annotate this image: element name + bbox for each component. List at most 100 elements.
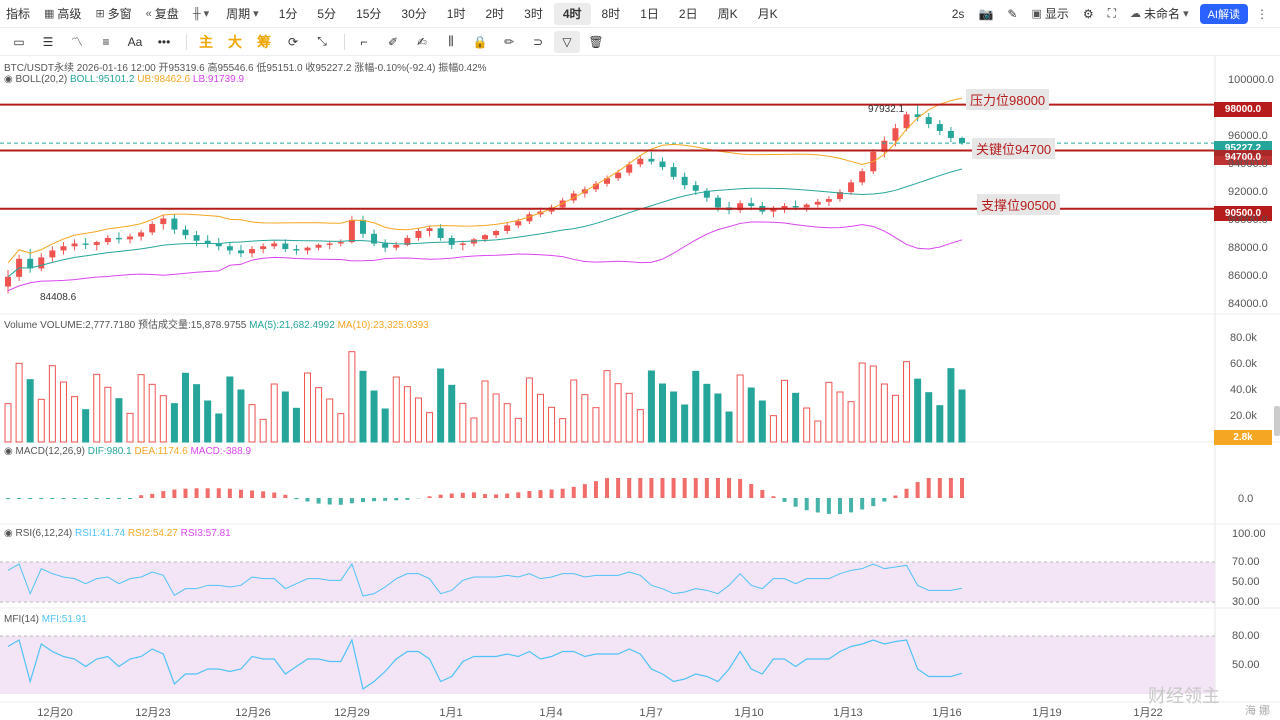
measure-icon[interactable]: ⤡ [317, 34, 327, 48]
volume-bar [814, 420, 822, 443]
chips-button[interactable]: 筹 [257, 33, 271, 50]
volume-bar [4, 403, 12, 443]
crop-icon[interactable]: ⌐ [360, 34, 368, 49]
chart-area[interactable]: BTC/USDT永续 2026-01-16 12:00 开95319.6 高95… [0, 56, 1280, 720]
timeframe-8[interactable]: 8时 [601, 7, 621, 21]
candle-body [448, 237, 455, 245]
macd-bar [704, 478, 709, 498]
resistance-label[interactable]: 压力位98000 [966, 89, 1050, 110]
pen-icon[interactable]: ✎ [1007, 6, 1018, 21]
macd-bar [760, 490, 765, 498]
sync-icon[interactable]: ⟳ [287, 34, 299, 49]
macd-bar [960, 478, 964, 498]
lines-icon[interactable]: ☰ [42, 34, 54, 49]
settings-icon[interactable]: ⚙ [1082, 6, 1094, 21]
candle-body [149, 224, 156, 233]
price-axis-label: 90000.0 [1228, 214, 1268, 226]
more-icon[interactable]: ⋮ [1256, 6, 1268, 21]
macd-bar [849, 498, 854, 513]
candle-body [959, 137, 965, 144]
candle-body [38, 257, 45, 269]
chart-type-button[interactable]: ╫ ▾ [187, 3, 218, 25]
eye-icon[interactable]: ◉ [4, 74, 13, 85]
volume-ma5: MA(5):21,682.4992 [249, 320, 335, 331]
macd-bar [749, 484, 754, 498]
timeframe-10[interactable]: 2日 [678, 7, 698, 21]
interval-2s-button[interactable]: 2s [951, 6, 965, 21]
big-order-button[interactable]: 大 [228, 33, 242, 50]
timeframe-9[interactable]: 1日 [640, 7, 659, 21]
macd-bar [738, 478, 743, 498]
candle-body [404, 237, 411, 245]
rsi-band [0, 562, 1215, 602]
multi-window-button[interactable]: ⊞ 多窗 [89, 3, 137, 25]
timeframe-6[interactable]: 3时 [524, 7, 543, 21]
main-force-button[interactable]: 主 [199, 33, 213, 50]
timeframe-3[interactable]: 30分 [401, 7, 427, 21]
candles-icon[interactable]: ⫼ [448, 34, 454, 48]
brush-icon[interactable]: ✐ [387, 34, 399, 49]
scrollbar[interactable] [1274, 406, 1280, 436]
macd-bar [449, 493, 454, 498]
timeframe-1[interactable]: 5分 [317, 7, 337, 21]
timeframe-0[interactable]: 1分 [278, 7, 298, 21]
volume-bar [348, 351, 356, 443]
timeframe-5[interactable]: 2时 [485, 7, 505, 21]
rsi-axis-label: 50.00 [1232, 576, 1260, 588]
candle-body [792, 206, 799, 208]
timeframe-7[interactable]: 4时 [553, 2, 591, 25]
fullscreen-icon[interactable]: ⛶ [1107, 6, 1117, 20]
text-icon[interactable]: Aa [127, 34, 143, 49]
timeframe-2[interactable]: 15分 [356, 7, 382, 21]
candle-body [592, 183, 599, 190]
indicator-button[interactable]: 指标 [0, 3, 36, 25]
filter-icon[interactable]: ▽ [554, 30, 580, 53]
macd-bar [460, 492, 465, 498]
key-level-label[interactable]: 关键位94700 [972, 138, 1056, 159]
low-price-label: 84408.6 [40, 292, 77, 303]
cloud-save-button[interactable]: ☁ 未命名 ▾ [1124, 3, 1198, 25]
replay-button[interactable]: «复盘 [140, 3, 185, 25]
lock-icon[interactable]: 🔒 [472, 34, 488, 49]
period-button[interactable]: 周期 ▾ [220, 3, 268, 25]
candle-body [914, 114, 921, 118]
macd-bar [216, 488, 221, 498]
macd-bar [105, 498, 110, 499]
eye-icon[interactable]: ◉ [4, 446, 13, 457]
boll-mid-line [7, 168, 963, 278]
timeframe-4[interactable]: 1时 [446, 7, 466, 21]
candle-body [737, 203, 744, 211]
support-label[interactable]: 支撑位90500 [977, 194, 1061, 215]
volume-bar [658, 383, 666, 443]
highlighter-icon[interactable]: ✍ [416, 34, 428, 49]
trash-icon[interactable]: 🗑 [588, 34, 604, 49]
eye-icon[interactable]: ◉ [4, 528, 13, 539]
candle-body [426, 228, 433, 231]
calendar-icon: ▦ [44, 8, 55, 20]
volume-bar [304, 372, 312, 443]
ai-interpret-button[interactable]: AI解读 [1199, 3, 1248, 24]
rectangle-icon[interactable]: ▭ [13, 34, 25, 49]
price-axis-label: 100000.0 [1228, 74, 1274, 86]
macd-bar [516, 492, 521, 498]
macd-bar [593, 481, 598, 498]
macd-bar [527, 491, 532, 498]
more-tools-icon[interactable]: ••• [157, 34, 171, 49]
chart-canvas[interactable] [0, 56, 1280, 720]
candle-body [570, 193, 577, 201]
candle-body [204, 240, 211, 244]
display-button[interactable]: ▣ 显示 [1025, 3, 1074, 25]
volume-axis-label: 80.0k [1230, 332, 1257, 344]
advanced-button[interactable]: ▦ 高级 [38, 3, 87, 25]
camera-icon[interactable]: 📷 [978, 6, 994, 21]
timeframe-12[interactable]: 月K [757, 7, 778, 21]
rsi2-value: RSI2:54.27 [127, 528, 178, 539]
volume-bar [758, 400, 766, 443]
multi-label: 多窗 [107, 7, 132, 21]
magnet-icon[interactable]: ⊃ [532, 34, 544, 49]
timeframe-11[interactable]: 周K [717, 7, 738, 21]
indicator-line-icon[interactable]: 〽 [70, 35, 83, 49]
edit-icon[interactable]: ✏ [503, 34, 515, 49]
chevron-down-icon: ▾ [1183, 8, 1189, 20]
hamburger-icon[interactable]: ≡ [102, 34, 110, 49]
